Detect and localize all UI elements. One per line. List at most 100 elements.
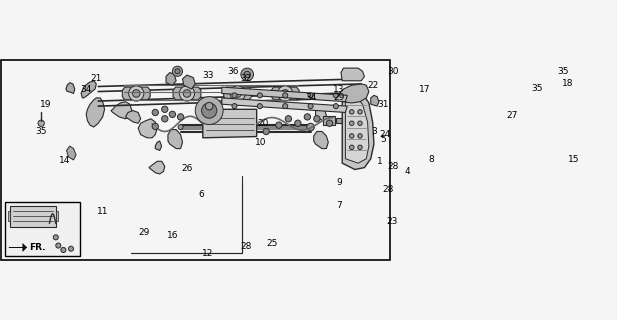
Polygon shape [7,211,10,221]
Text: 23: 23 [386,217,397,226]
Circle shape [283,104,288,109]
Circle shape [276,122,282,128]
Circle shape [333,104,339,109]
Text: 6: 6 [199,190,204,199]
Text: 8: 8 [428,156,434,164]
Circle shape [257,104,262,109]
Text: 19: 19 [40,100,51,109]
Polygon shape [316,108,326,121]
Text: 35: 35 [35,127,47,136]
Polygon shape [183,75,195,89]
Circle shape [230,86,246,101]
Polygon shape [166,73,176,85]
Circle shape [308,104,313,109]
Bar [336,118,344,123]
Circle shape [180,86,194,101]
Circle shape [281,90,289,97]
Polygon shape [67,146,76,160]
Polygon shape [222,87,347,102]
Text: 34: 34 [80,85,91,94]
Bar [323,116,334,125]
Circle shape [202,103,217,118]
Polygon shape [81,81,96,98]
Circle shape [232,93,237,98]
Circle shape [195,97,223,124]
Circle shape [53,235,58,240]
Circle shape [349,145,354,149]
Polygon shape [10,206,56,227]
Polygon shape [155,141,162,150]
Bar [5,203,80,256]
Circle shape [175,69,180,74]
Circle shape [358,110,362,114]
Polygon shape [56,211,58,221]
Circle shape [326,120,333,126]
Polygon shape [138,119,157,138]
Circle shape [358,134,362,138]
Text: 33: 33 [202,71,213,80]
Polygon shape [168,130,183,148]
Text: 28: 28 [240,242,252,251]
Text: 34: 34 [305,93,317,102]
Text: 14: 14 [59,156,70,165]
Circle shape [133,90,140,97]
Circle shape [152,123,159,130]
Circle shape [241,68,254,81]
Text: 4: 4 [404,167,410,176]
Polygon shape [66,83,75,93]
Polygon shape [173,87,201,100]
Text: 18: 18 [561,79,573,88]
Circle shape [169,111,176,117]
Polygon shape [339,84,369,103]
Circle shape [333,93,339,98]
Circle shape [162,116,168,122]
Circle shape [263,128,270,135]
Circle shape [307,123,314,131]
Polygon shape [9,244,27,251]
Text: 5: 5 [381,135,386,144]
Circle shape [244,71,251,78]
Text: 35: 35 [532,84,543,93]
Text: 29: 29 [333,93,345,102]
Text: 22: 22 [367,81,378,90]
Circle shape [56,243,61,248]
Circle shape [183,90,191,97]
Text: 7: 7 [336,201,342,210]
Polygon shape [224,87,252,100]
Circle shape [38,120,44,126]
Text: 27: 27 [507,111,518,120]
Circle shape [205,102,213,110]
Polygon shape [341,68,365,81]
Text: 28: 28 [387,162,399,171]
Polygon shape [122,87,150,100]
Text: 9: 9 [336,178,342,187]
Polygon shape [346,95,369,163]
Text: 26: 26 [181,164,193,173]
Text: 1: 1 [378,157,383,166]
Polygon shape [125,111,141,123]
Text: 21: 21 [91,74,102,84]
Polygon shape [313,132,328,148]
Polygon shape [111,102,132,119]
Circle shape [162,106,168,112]
Text: FR.: FR. [29,243,46,252]
Circle shape [232,104,237,109]
Polygon shape [203,109,257,138]
Circle shape [178,114,184,120]
Text: 30: 30 [387,67,399,76]
Circle shape [285,116,291,122]
Circle shape [283,93,288,98]
Text: 10: 10 [255,138,267,147]
Text: 11: 11 [97,207,109,216]
Circle shape [172,66,183,76]
Circle shape [61,247,66,252]
Circle shape [358,145,362,149]
Circle shape [308,93,313,98]
Text: 3: 3 [371,127,377,136]
Circle shape [358,121,362,125]
Circle shape [234,90,241,97]
Circle shape [349,134,354,138]
Circle shape [278,86,293,101]
Text: 32: 32 [240,74,252,84]
Text: 20: 20 [257,119,268,128]
